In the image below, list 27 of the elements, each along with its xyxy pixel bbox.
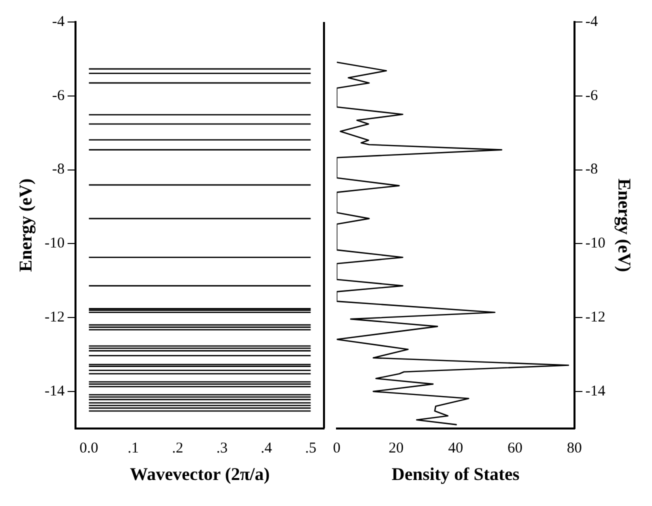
y-tick-label: -4 — [52, 14, 66, 30]
y-tick-label: -4 — [585, 14, 598, 30]
x-tick-label: .1 — [128, 440, 139, 456]
x-tick-label: .3 — [216, 440, 228, 456]
x-tick-label: 60 — [507, 440, 522, 456]
y-tick-label: -6 — [585, 88, 598, 104]
y-axis-title: Energy (eV) — [614, 178, 635, 272]
x-tick-label: 0 — [333, 440, 340, 456]
y-tick-label: -12 — [585, 310, 606, 326]
y-tick-label: -12 — [44, 310, 65, 326]
y-tick-label: -8 — [585, 162, 598, 178]
x-axis-title: Wavevector (2π/a) — [130, 464, 270, 484]
x-tick-label: 20 — [388, 440, 404, 456]
x-tick-label: .4 — [260, 440, 272, 456]
x-tick-label: .5 — [305, 440, 316, 456]
y-axis-title: Energy (eV) — [15, 178, 36, 272]
y-tick-label: -8 — [52, 162, 65, 178]
y-tick-label: -10 — [44, 236, 65, 252]
y-tick-label: -14 — [585, 383, 606, 400]
y-tick-label: -6 — [52, 88, 66, 104]
x-tick-label: 40 — [448, 440, 464, 456]
x-axis-title: Density of States — [392, 464, 520, 484]
y-tick-label: -10 — [585, 236, 606, 252]
x-tick-label: 0.0 — [80, 440, 98, 456]
x-tick-label: .2 — [172, 440, 184, 456]
x-tick-label: 80 — [566, 440, 582, 456]
y-tick-label: -14 — [44, 383, 66, 400]
